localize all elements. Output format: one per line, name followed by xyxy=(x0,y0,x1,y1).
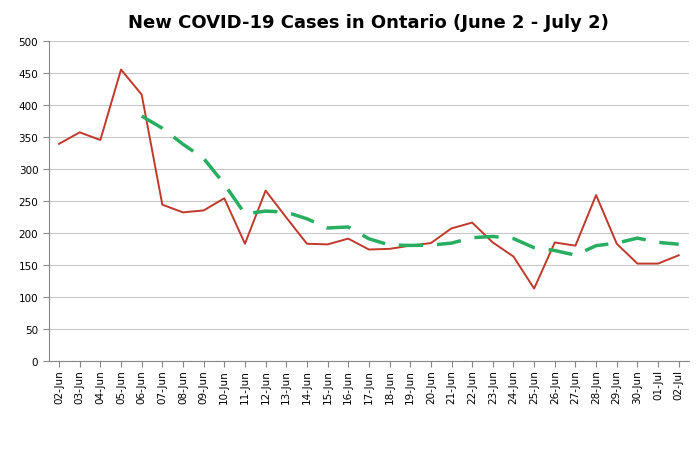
Title: New COVID-19 Cases in Ontario (June 2 - July 2): New COVID-19 Cases in Ontario (June 2 - … xyxy=(129,14,609,32)
